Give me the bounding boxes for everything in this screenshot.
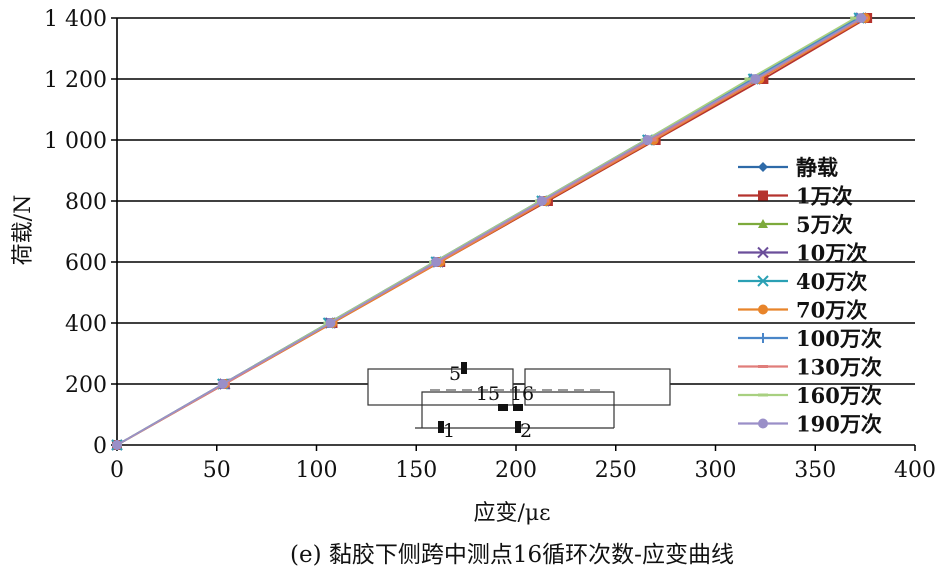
x-tick-label: 250 [595,458,637,483]
legend-swatch-marker [758,365,768,368]
inset-point-label: 2 [520,420,532,442]
legend-swatch-marker [758,304,768,315]
legend-item: 1万次 [738,184,853,209]
y-tick-label: 400 [65,312,107,337]
legend-swatch-marker [757,275,769,287]
y-axis-title: 荷载/N [11,195,36,266]
inset-point-label: 16 [510,383,534,405]
legend-label: 130万次 [796,355,882,380]
legend-swatch-marker [758,219,768,228]
data-point [112,440,122,450]
legend-label: 70万次 [796,298,867,323]
x-tick-label: 50 [203,458,231,483]
y-tick-label: 1 200 [44,68,107,93]
series-9 [112,13,867,450]
legend-item: 5万次 [738,212,853,237]
legend-label: 5万次 [796,212,853,237]
legend-label: 10万次 [796,241,867,266]
inset-left-block [367,368,514,406]
x-tick-label: 200 [495,458,537,483]
data-point-stroke [757,246,769,259]
specimen-inset-diagram: 5 15 16 1 2 [367,362,671,442]
x-axis-title: 应变/με [473,501,550,526]
inset-point-label: 1 [443,420,455,442]
legend-label: 190万次 [796,412,882,437]
inset-gauge-mark [498,404,508,411]
legend: 静载 1万次 5万次 10万次 40万次 70万次 100万次 130万次 160万次 190万次 [738,155,882,437]
x-tick-label: 350 [794,458,836,483]
y-tick-label: 1 000 [44,129,107,154]
y-tick-label: 600 [65,251,107,276]
inset-gauge-mark [461,362,467,374]
axes [111,17,916,451]
tick-labels: 0 200 400 600 800 1 000 1 200 1 400 0 50 100 150 200… [44,7,936,483]
x-tick-label: 400 [894,458,936,483]
y-tick-label: 200 [65,373,107,398]
legend-swatch-marker [758,333,768,343]
legend-item: 静载 [738,155,838,180]
legend-label: 100万次 [796,326,882,351]
inset-point-label: 15 [476,383,500,405]
series-line [116,17,862,446]
legend-label: 静载 [796,155,838,180]
y-tick-label: 1 400 [44,7,107,32]
data-point [850,16,861,20]
data-point [536,196,547,206]
inset-gauge-mark [438,421,444,433]
inset-gauge-mark [513,404,523,411]
inset-gauge-mark [515,421,521,433]
data-point [744,77,755,81]
legend-swatch-marker [758,190,768,201]
x-tick-label: 0 [110,458,124,483]
data-point [325,318,336,328]
inset-point-label: 5 [449,363,461,385]
legend-item: 70万次 [738,298,867,323]
figure-caption: (e) 黏胶下侧跨中测点16循环次数-应变曲线 [290,542,734,568]
x-tick-label: 300 [695,458,737,483]
legend-item: 40万次 [738,269,867,294]
legend-label: 40万次 [796,269,867,294]
legend-swatch-marker [758,162,768,172]
legend-item: 190万次 [738,412,882,437]
legend-item: 160万次 [738,383,882,408]
legend-item: 130万次 [738,355,882,380]
legend-label: 1万次 [796,184,853,209]
data-series [111,12,873,451]
y-tick-label: 0 [93,434,107,459]
data-point [856,13,867,23]
x-tick-label: 100 [296,458,338,483]
grid-lines [117,17,915,385]
inset-bracket [421,391,615,428]
data-point-stroke [757,275,769,287]
legend-swatch-marker [757,246,769,259]
data-point [431,257,442,267]
legend-label: 160万次 [796,383,882,408]
legend-swatch-marker [758,418,768,429]
legend-item: 100万次 [738,326,882,351]
legend-swatch-marker [758,393,768,397]
data-point [217,379,228,389]
data-point [750,74,761,84]
x-tick-label: 150 [395,458,437,483]
legend-item: 10万次 [738,241,867,266]
inset-right-block [524,368,671,406]
y-tick-label: 800 [65,190,107,215]
data-point [642,135,653,145]
